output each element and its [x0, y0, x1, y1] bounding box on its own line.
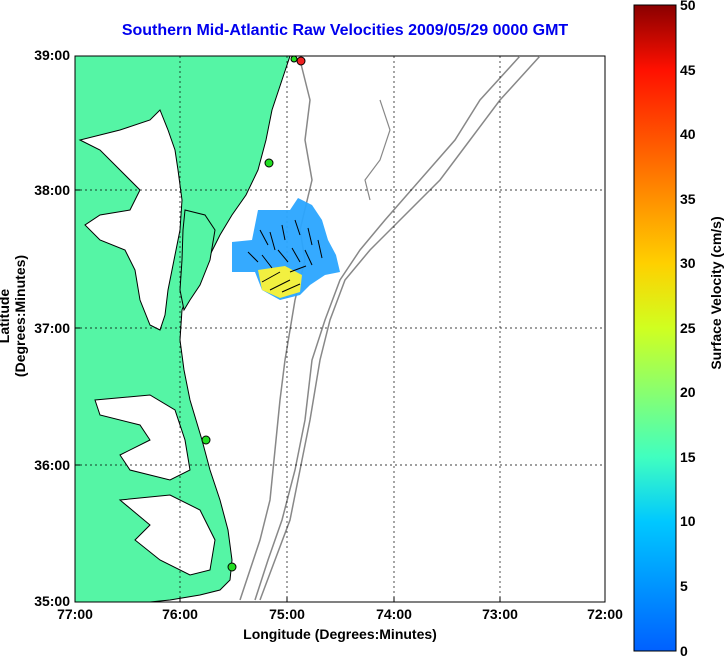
- y-tick-label: 39:00: [34, 47, 70, 63]
- colorbar-tick: 40: [680, 126, 696, 142]
- colorbar-tick: 10: [680, 513, 696, 529]
- colorbar-tick: 15: [680, 449, 696, 465]
- colorbar-tick: 35: [680, 191, 696, 207]
- colorbar: [633, 4, 677, 652]
- x-tick-label: 73:00: [482, 606, 518, 622]
- axis-ticks: [75, 189, 501, 602]
- y-tick-label: 35:00: [34, 593, 70, 609]
- x-tick-label: 74:00: [376, 606, 412, 622]
- bathymetry-contour: [364, 99, 391, 201]
- colorbar-label: Surface Velocity (cm/s): [708, 216, 724, 370]
- bathymetry-contour: [239, 59, 313, 601]
- chesapeake-bay: [78, 109, 183, 331]
- x-tick-label: 76:00: [162, 606, 198, 622]
- map-title: Southern Mid-Atlantic Raw Velocities 200…: [121, 22, 569, 39]
- colorbar-tick: 30: [680, 255, 696, 271]
- peninsula: [179, 209, 216, 312]
- y-axis-label: Latitude (Degrees:Minutes): [0, 254, 28, 378]
- x-axis-label: Longitude (Degrees:Minutes): [243, 626, 437, 642]
- station-marker: [201, 435, 211, 445]
- colorbar-tick: 5: [680, 578, 688, 594]
- bathymetry-contour: [254, 56, 521, 601]
- y-tick-label: 37:00: [34, 320, 70, 336]
- grid: [75, 56, 605, 602]
- y-tick-label: 38:00: [34, 182, 70, 198]
- velocity-fast-zone: [258, 266, 302, 298]
- colorbar-tick: 20: [680, 384, 696, 400]
- x-tick-label: 72:00: [587, 606, 623, 622]
- colorbar-tick: 45: [680, 62, 696, 78]
- station-marker: [227, 562, 237, 572]
- station-marker: [290, 56, 298, 63]
- station-marker: [264, 158, 274, 168]
- sound-water: [94, 394, 191, 481]
- x-tick-label: 75:00: [269, 606, 305, 622]
- colorbar-tick: 0: [680, 643, 688, 659]
- velocity-arrows: [247, 219, 323, 293]
- sound-water-south: [118, 494, 216, 576]
- colorbar-tick: 50: [680, 0, 696, 13]
- bathymetry-contour: [259, 56, 541, 601]
- x-tick-label: 77:00: [57, 606, 93, 622]
- y-tick-label: 36:00: [34, 457, 70, 473]
- colorbar-tick: 25: [680, 320, 696, 336]
- station-marker: [296, 56, 306, 66]
